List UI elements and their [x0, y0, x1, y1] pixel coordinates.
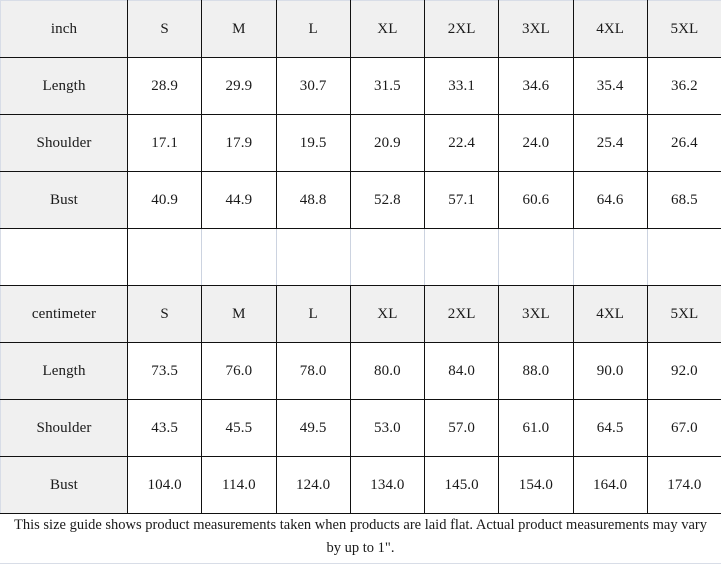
inch-bust-2xl: 57.1 — [423, 171, 500, 229]
cm-size-header-2xl: 2XL — [423, 285, 500, 343]
inch-bust-l: 48.8 — [275, 171, 351, 229]
cm-shoulder-2xl: 57.0 — [423, 399, 500, 457]
inch-bust-5xl: 68.5 — [646, 171, 721, 229]
inch-bust-4xl: 64.6 — [572, 171, 648, 229]
inch-shoulder-l: 19.5 — [275, 114, 351, 172]
inch-row-label-length: Length — [0, 57, 128, 115]
cm-size-header-l: L — [275, 285, 351, 343]
cm-size-header-4xl: 4XL — [572, 285, 648, 343]
cm-bust-3xl: 154.0 — [498, 456, 574, 514]
table-row: Shoulder 17.1 17.9 19.5 20.9 22.4 24.0 2… — [0, 114, 721, 172]
inch-shoulder-s: 17.1 — [126, 114, 203, 172]
inch-length-5xl: 36.2 — [646, 57, 721, 115]
spacer-cell-4 — [349, 228, 426, 286]
inch-bust-m: 44.9 — [201, 171, 277, 229]
inch-header-row: inch S M L XL 2XL 3XL 4XL 5XL — [0, 0, 721, 58]
size-guide-note-text: This size guide shows product measuremen… — [14, 517, 707, 556]
cm-length-3xl: 88.0 — [498, 342, 574, 400]
cm-row-label-bust: Bust — [0, 456, 128, 514]
cm-shoulder-s: 43.5 — [126, 399, 203, 457]
inch-length-4xl: 35.4 — [572, 57, 648, 115]
cm-size-header-5xl: 5XL — [646, 285, 721, 343]
cm-length-2xl: 84.0 — [423, 342, 500, 400]
inch-length-l: 30.7 — [275, 57, 351, 115]
inch-shoulder-5xl: 26.4 — [646, 114, 721, 172]
inch-bust-s: 40.9 — [126, 171, 203, 229]
inch-shoulder-xl: 20.9 — [349, 114, 426, 172]
inch-size-header-2xl: 2XL — [423, 0, 500, 58]
cm-size-header-m: M — [201, 285, 277, 343]
cm-bust-4xl: 164.0 — [572, 456, 648, 514]
centimeter-unit-label: centimeter — [0, 285, 128, 343]
size-guide-note: This size guide shows product measuremen… — [0, 514, 721, 564]
cm-shoulder-3xl: 61.0 — [498, 399, 574, 457]
inch-length-2xl: 33.1 — [423, 57, 500, 115]
inch-length-s: 28.9 — [126, 57, 203, 115]
cm-length-xl: 80.0 — [349, 342, 426, 400]
spacer-row — [0, 228, 721, 286]
spacer-cell-1 — [126, 228, 203, 286]
inch-size-header-4xl: 4XL — [572, 0, 648, 58]
inch-row-label-shoulder: Shoulder — [0, 114, 128, 172]
cm-length-4xl: 90.0 — [572, 342, 648, 400]
spacer-cell-label — [0, 228, 128, 286]
size-chart-table: inch S M L XL 2XL 3XL 4XL 5XL Length 28.… — [0, 0, 721, 514]
size-chart-body: inch S M L XL 2XL 3XL 4XL 5XL Length 28.… — [0, 0, 721, 514]
cm-bust-s: 104.0 — [126, 456, 203, 514]
cm-length-s: 73.5 — [126, 342, 203, 400]
spacer-cell-6 — [498, 228, 574, 286]
inch-length-m: 29.9 — [201, 57, 277, 115]
cm-length-5xl: 92.0 — [646, 342, 721, 400]
spacer-cell-5 — [423, 228, 500, 286]
inch-size-header-xl: XL — [349, 0, 426, 58]
inch-length-3xl: 34.6 — [498, 57, 574, 115]
inch-length-xl: 31.5 — [349, 57, 426, 115]
inch-shoulder-3xl: 24.0 — [498, 114, 574, 172]
cm-row-label-shoulder: Shoulder — [0, 399, 128, 457]
centimeter-header-row: centimeter S M L XL 2XL 3XL 4XL 5XL — [0, 285, 721, 343]
cm-length-l: 78.0 — [275, 342, 351, 400]
inch-size-header-3xl: 3XL — [498, 0, 574, 58]
spacer-cell-3 — [275, 228, 351, 286]
table-row: Bust 104.0 114.0 124.0 134.0 145.0 154.0… — [0, 456, 721, 514]
inch-shoulder-4xl: 25.4 — [572, 114, 648, 172]
table-row: Shoulder 43.5 45.5 49.5 53.0 57.0 61.0 6… — [0, 399, 721, 457]
cm-length-m: 76.0 — [201, 342, 277, 400]
spacer-cell-8 — [646, 228, 721, 286]
cm-bust-m: 114.0 — [201, 456, 277, 514]
inch-size-header-s: S — [126, 0, 203, 58]
inch-size-header-m: M — [201, 0, 277, 58]
cm-shoulder-5xl: 67.0 — [646, 399, 721, 457]
cm-row-label-length: Length — [0, 342, 128, 400]
inch-row-label-bust: Bust — [0, 171, 128, 229]
cm-bust-l: 124.0 — [275, 456, 351, 514]
inch-size-header-5xl: 5XL — [646, 0, 721, 58]
cm-bust-5xl: 174.0 — [646, 456, 721, 514]
table-row: Bust 40.9 44.9 48.8 52.8 57.1 60.6 64.6 … — [0, 171, 721, 229]
cm-size-header-s: S — [126, 285, 203, 343]
cm-shoulder-4xl: 64.5 — [572, 399, 648, 457]
spacer-cell-7 — [572, 228, 648, 286]
inch-shoulder-m: 17.9 — [201, 114, 277, 172]
cm-shoulder-xl: 53.0 — [349, 399, 426, 457]
inch-bust-xl: 52.8 — [349, 171, 426, 229]
cm-shoulder-m: 45.5 — [201, 399, 277, 457]
table-row: Length 28.9 29.9 30.7 31.5 33.1 34.6 35.… — [0, 57, 721, 115]
inch-bust-3xl: 60.6 — [498, 171, 574, 229]
inch-size-header-l: L — [275, 0, 351, 58]
cm-bust-2xl: 145.0 — [423, 456, 500, 514]
spacer-cell-2 — [201, 228, 277, 286]
table-row: Length 73.5 76.0 78.0 80.0 84.0 88.0 90.… — [0, 342, 721, 400]
inch-shoulder-2xl: 22.4 — [423, 114, 500, 172]
cm-size-header-3xl: 3XL — [498, 285, 574, 343]
inch-unit-label: inch — [0, 0, 128, 58]
cm-shoulder-l: 49.5 — [275, 399, 351, 457]
cm-size-header-xl: XL — [349, 285, 426, 343]
cm-bust-xl: 134.0 — [349, 456, 426, 514]
